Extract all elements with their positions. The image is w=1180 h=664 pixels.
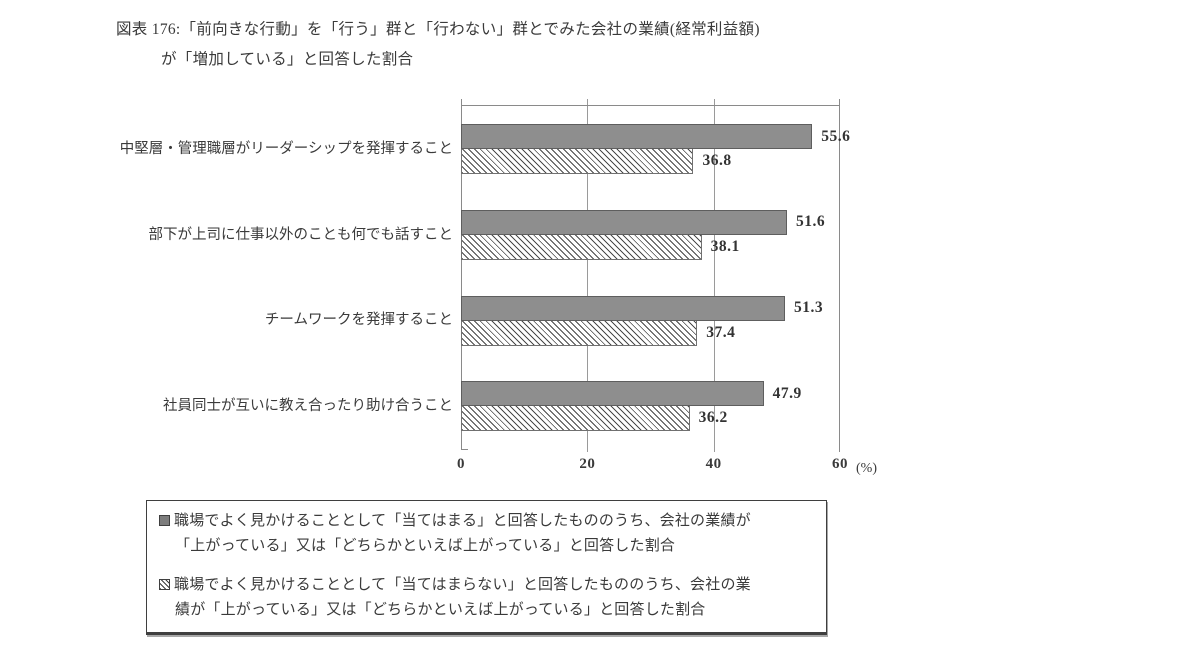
bar-value-label: 51.3: [794, 299, 824, 316]
x-tick-label: 0: [457, 456, 465, 472]
bar-value-label: 47.9: [772, 384, 802, 402]
legend-item-line1: 職場でよく見かけることとして「当てはまらない」と回答したもののうち、会社の業: [159, 573, 816, 598]
category-label: 部下が上司に仕事以外のことも何でも話すこと: [148, 227, 454, 243]
bar-solid: 51.6: [461, 209, 825, 235]
x-axis: 0 20 40 60 (%): [457, 456, 877, 478]
bar-group: 47.9 36.2: [461, 362, 840, 448]
category-label: 社員同士が互いに教え合ったり助け合うこと: [163, 398, 453, 414]
y-axis-line: [461, 99, 462, 450]
bar-hatched: 36.8: [461, 149, 731, 174]
bar-group: 55.6 36.8: [461, 105, 850, 191]
figure-title-line2: が「増加している」と回答した割合: [161, 51, 414, 68]
bar-value-label: 36.8: [702, 152, 732, 169]
legend-item: 職場でよく見かけることとして「当てはまらない」と回答したもののうち、会社の業 績…: [159, 573, 816, 622]
bar-group: 51.6 38.1: [461, 191, 840, 277]
bar-value-label: 36.2: [698, 409, 728, 427]
x-tick-label: 20: [579, 456, 596, 472]
bar-solid: 47.9: [461, 381, 801, 407]
legend-text: 職場でよく見かけることとして「当てはまらない」と回答したもののうち、会社の業: [174, 577, 751, 593]
bar-solid: 51.3: [461, 295, 823, 321]
legend-item-line2: 「上がっている」又は「どちらかといえば上がっている」と回答した割合: [175, 537, 676, 554]
legend-item-line1: 職場でよく見かけることとして「当てはまる」と回答したもののうち、会社の業績が: [159, 509, 816, 534]
bar-group: 51.3 37.4: [461, 277, 840, 363]
x-tick-label: 40: [705, 456, 722, 472]
bar-hatched: 38.1: [461, 234, 739, 260]
legend-item-line2: 績が「上がっている」又は「どちらかといえば上がっている」と回答した割合: [175, 601, 706, 618]
gridline-20: [587, 99, 589, 452]
bar-value-label: 51.6: [795, 213, 826, 231]
hatched-square-icon: [159, 579, 170, 590]
gridline-40: [713, 99, 715, 452]
bar-chart-plot-area: 55.6 36.8 51.6 38.1 51.3 37.4: [461, 99, 850, 452]
bar-value-label: 55.6: [821, 127, 851, 145]
bar-value-label: 37.4: [706, 323, 736, 341]
legend-text: 職場でよく見かけることとして「当てはまる」と回答したもののうち、会社の業績が: [174, 513, 751, 529]
figure-title-line1: 図表 176:「前向きな行動」を「行う」群と「行わない」群とでみた会社の業績(経…: [116, 21, 760, 38]
bar-groups: 55.6 36.8 51.6 38.1 51.3 37.4: [461, 105, 850, 448]
legend-box: 職場でよく見かけることとして「当てはまる」と回答したもののうち、会社の業績が 「…: [146, 500, 827, 635]
x-tick-label: 60: [832, 456, 848, 472]
x-axis-unit-label: (%): [856, 461, 877, 476]
bar-solid: 55.6: [461, 124, 850, 149]
axis-line-60: [839, 99, 840, 452]
bar-hatched: 37.4: [461, 320, 735, 346]
solid-square-icon: [159, 515, 170, 526]
legend-item: 職場でよく見かけることとして「当てはまる」と回答したもののうち、会社の業績が 「…: [159, 509, 816, 558]
category-label: チームワークを発揮すること: [264, 312, 453, 328]
x-axis-origin-tick: [461, 449, 468, 450]
bar-value-label: 38.1: [710, 237, 740, 255]
bar-hatched: 36.2: [461, 406, 727, 432]
plot-top-border: [461, 105, 840, 106]
category-label: 中堅層・管理職層がリーダーシップを発揮すること: [119, 141, 453, 157]
